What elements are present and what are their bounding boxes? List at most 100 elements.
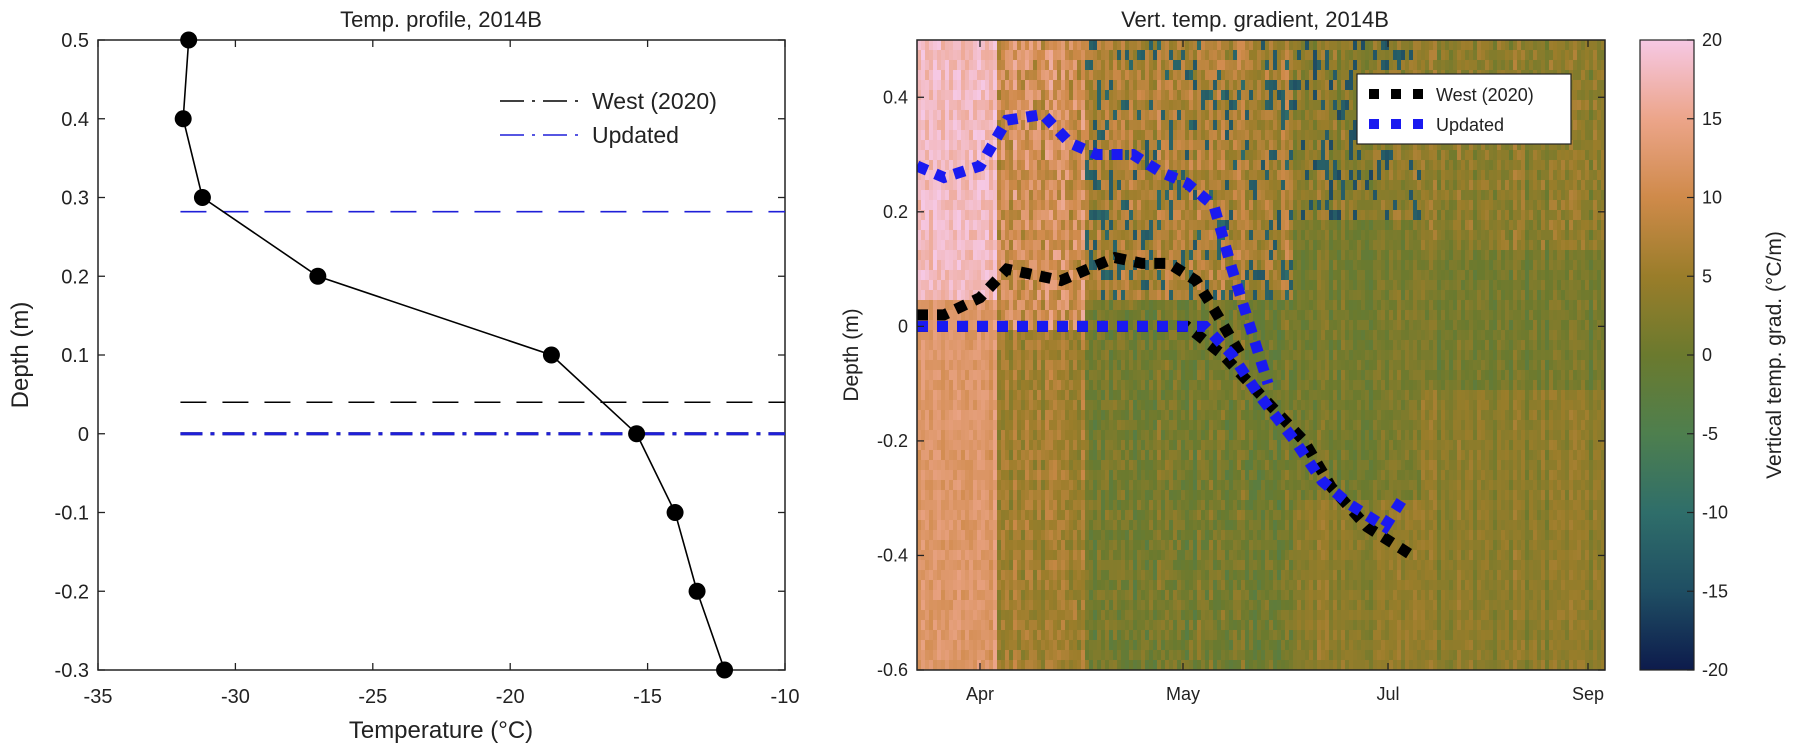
heatmap-cell xyxy=(929,340,934,351)
heatmap-cell xyxy=(1021,550,1026,561)
heatmap-cell xyxy=(1169,620,1174,631)
heatmap-cell xyxy=(1089,600,1094,611)
heatmap-cell xyxy=(1173,330,1178,341)
heatmap-cell xyxy=(973,380,978,391)
heatmap-cell xyxy=(1061,400,1066,411)
heatmap-cell xyxy=(1197,350,1202,361)
heatmap-cell xyxy=(1093,660,1098,671)
heatmap-cell xyxy=(1077,40,1082,51)
heatmap-cell xyxy=(1021,560,1026,571)
heatmap-cell xyxy=(949,240,954,251)
heatmap-cell xyxy=(941,370,946,381)
heatmap-cell xyxy=(1057,560,1062,571)
heatmap-cell xyxy=(1101,640,1106,651)
heatmap-cell xyxy=(1213,60,1218,71)
heatmap-cell xyxy=(1177,370,1182,381)
heatmap-cell xyxy=(1213,360,1218,371)
heatmap-cell xyxy=(1097,300,1102,311)
heatmap-cell xyxy=(989,400,994,411)
heatmap-cell xyxy=(1137,200,1142,211)
heatmap-cell xyxy=(1001,570,1006,581)
heatmap-cell xyxy=(1169,110,1174,121)
heatmap-cell xyxy=(1153,270,1158,281)
heatmap-cell xyxy=(1013,320,1018,331)
heatmap-cell xyxy=(945,500,950,511)
heatmap-cell xyxy=(1193,480,1198,491)
heatmap-cell xyxy=(1057,260,1062,271)
heatmap-cell xyxy=(1201,310,1206,321)
heatmap-cell xyxy=(1117,470,1122,481)
heatmap-cell xyxy=(1041,580,1046,591)
heatmap-cell xyxy=(1025,350,1030,361)
heatmap-cell xyxy=(1197,70,1202,81)
heatmap-cell xyxy=(1197,440,1202,451)
heatmap-cell xyxy=(965,200,970,211)
heatmap-cell xyxy=(925,50,930,61)
heatmap-cell xyxy=(1213,430,1218,441)
heatmap-cell xyxy=(925,550,930,561)
heatmap-cell xyxy=(1073,560,1078,571)
heatmap-cell xyxy=(997,660,1002,671)
heatmap-cell xyxy=(1109,240,1114,251)
heatmap-cell xyxy=(989,390,994,401)
heatmap-cell xyxy=(953,200,958,211)
heatmap-cell xyxy=(961,500,966,511)
heatmap-cell xyxy=(1001,100,1006,111)
heatmap-cell xyxy=(1045,530,1050,541)
heatmap-cell xyxy=(1105,180,1110,191)
heatmap-cell xyxy=(941,450,946,461)
heatmap-cell xyxy=(1001,180,1006,191)
heatmap-cell xyxy=(937,450,942,461)
heatmap-cell xyxy=(949,140,954,151)
heatmap-cell xyxy=(1121,410,1126,421)
heatmap-cell xyxy=(1025,190,1030,201)
x-tick-label: -15 xyxy=(633,686,662,708)
heatmap-cell xyxy=(949,60,954,71)
heatmap-cell xyxy=(1053,610,1058,621)
heatmap-cell xyxy=(1089,330,1094,341)
heatmap-cell xyxy=(1217,450,1222,461)
heatmap-cell xyxy=(937,390,942,401)
heatmap-cell xyxy=(1013,310,1018,321)
heatmap-cell xyxy=(1005,500,1010,511)
heatmap-cell xyxy=(1137,630,1142,641)
heatmap-cell xyxy=(1057,50,1062,61)
heatmap-cell xyxy=(1121,280,1126,291)
heatmap-cell xyxy=(1145,540,1150,551)
heatmap-cell xyxy=(1121,70,1126,81)
heatmap-cell xyxy=(1057,350,1062,361)
heatmap-cell xyxy=(1185,390,1190,401)
heatmap-cell xyxy=(965,290,970,301)
heatmap-cell xyxy=(1085,390,1090,401)
heatmap-cell xyxy=(1177,310,1182,321)
heatmap-cell xyxy=(1069,160,1074,171)
heatmap-cell xyxy=(973,210,978,221)
heatmap-cell xyxy=(921,660,926,671)
heatmap-cell xyxy=(961,220,966,231)
heatmap-cell xyxy=(1017,510,1022,521)
heatmap-cell xyxy=(965,400,970,411)
heatmap-cell xyxy=(1057,650,1062,661)
heatmap-cell xyxy=(1049,50,1054,61)
heatmap-cell xyxy=(1141,170,1146,181)
heatmap-cell xyxy=(1045,460,1050,471)
heatmap-cell xyxy=(1045,90,1050,101)
heatmap-cell xyxy=(1089,540,1094,551)
heatmap-cell xyxy=(1065,260,1070,271)
heatmap-cell xyxy=(1193,540,1198,551)
heatmap-cell xyxy=(1061,470,1066,481)
heatmap-cell xyxy=(1065,240,1070,251)
heatmap-cell xyxy=(1113,230,1118,241)
heatmap-cell xyxy=(925,380,930,391)
heatmap-cell xyxy=(1021,520,1026,531)
heatmap-cell xyxy=(1081,510,1086,521)
heatmap-cell xyxy=(933,390,938,401)
heatmap-cell xyxy=(1101,530,1106,541)
heatmap-cell xyxy=(1081,90,1086,101)
heatmap-cell xyxy=(1029,430,1034,441)
heatmap-cell xyxy=(1141,310,1146,321)
heatmap-cell xyxy=(997,360,1002,371)
heatmap-cell xyxy=(1181,400,1186,411)
heatmap-cell xyxy=(981,190,986,201)
heatmap-cell xyxy=(1049,540,1054,551)
